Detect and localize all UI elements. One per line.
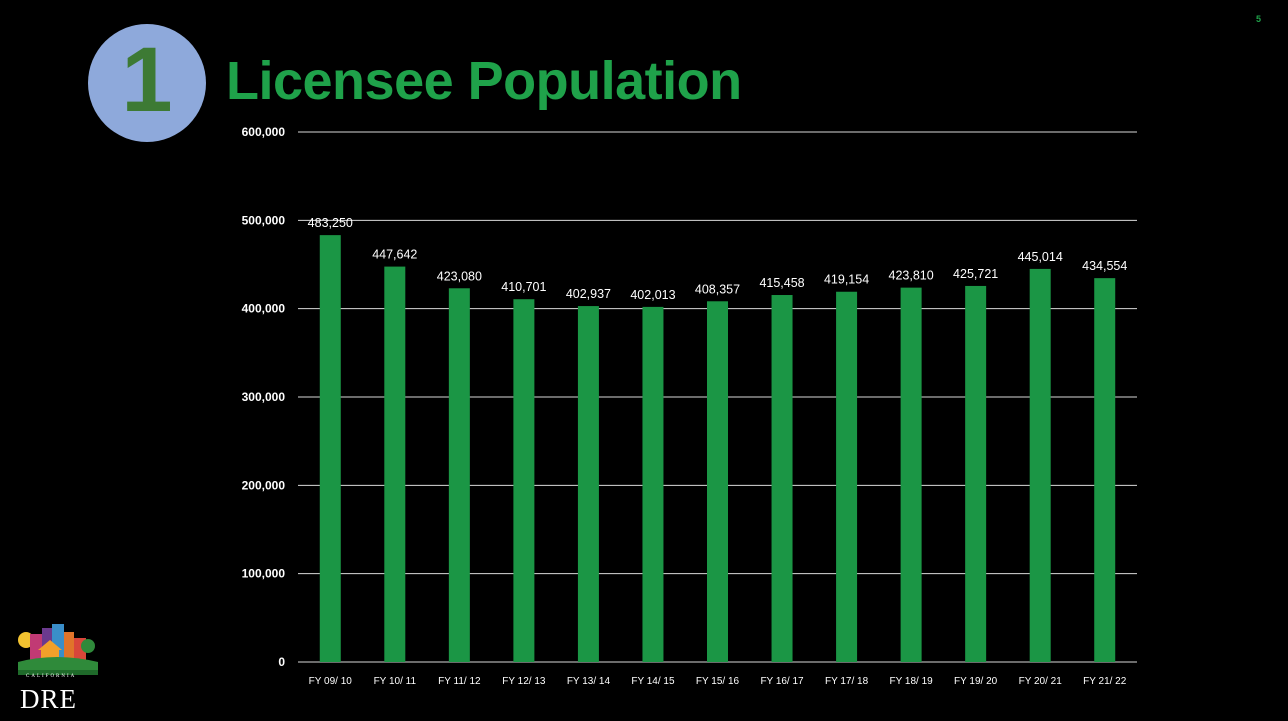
- x-tick-label: FY 14/ 15: [631, 676, 675, 687]
- data-label: 447,642: [372, 248, 417, 262]
- x-tick-label: FY 16/ 17: [760, 676, 804, 687]
- y-tick-label: 400,000: [242, 302, 286, 316]
- data-label: 415,458: [759, 276, 804, 290]
- bar: [642, 306, 664, 662]
- bar: [577, 306, 599, 662]
- y-tick-label: 100,000: [242, 567, 286, 581]
- data-label: 408,357: [695, 282, 740, 296]
- x-tick-label: FY 13/ 14: [567, 676, 611, 687]
- data-label: 423,080: [437, 269, 482, 283]
- section-number: 1: [121, 29, 173, 131]
- data-label: 410,701: [501, 280, 546, 294]
- y-tick-label: 0: [278, 655, 285, 669]
- x-tick-label: FY 17/ 18: [825, 676, 869, 687]
- data-label: 425,721: [953, 267, 998, 281]
- data-label: 402,013: [630, 288, 675, 302]
- bar: [319, 235, 341, 663]
- y-tick-label: 600,000: [242, 125, 286, 139]
- bar: [1094, 278, 1116, 662]
- bar: [900, 287, 922, 662]
- x-tick-label: FY 12/ 13: [502, 676, 546, 687]
- data-label: 419,154: [824, 273, 869, 287]
- dre-logo-icon: [18, 624, 98, 675]
- section-number-badge: 1: [88, 24, 206, 142]
- y-tick-label: 500,000: [242, 213, 286, 227]
- data-label: 483,250: [308, 216, 353, 230]
- bar: [448, 288, 470, 662]
- x-tick-label: FY 15/ 16: [696, 676, 740, 687]
- bar: [707, 301, 728, 662]
- x-tick-label: FY 10/ 11: [374, 676, 417, 687]
- page-number: 5: [1256, 14, 1262, 24]
- x-tick-label: FY 21/ 22: [1083, 676, 1127, 687]
- dre-logo: CALIFORNIA DRE: [16, 616, 100, 716]
- y-tick-label: 300,000: [242, 390, 286, 404]
- y-tick-label: 200,000: [242, 478, 286, 492]
- bar: [965, 285, 987, 662]
- data-label: 423,810: [889, 269, 934, 283]
- data-label: 434,554: [1082, 259, 1127, 273]
- bar: [513, 299, 535, 662]
- x-tick-label: FY 11/ 12: [438, 676, 481, 687]
- bar: [836, 291, 858, 662]
- slide-title: Licensee Population: [226, 51, 742, 111]
- x-tick-label: FY 20/ 21: [1019, 676, 1063, 687]
- x-tick-label: FY 09/ 10: [309, 676, 353, 687]
- logo-subtext: CALIFORNIA: [26, 674, 77, 679]
- data-label: 402,937: [566, 287, 611, 301]
- x-tick-label: FY 19/ 20: [954, 676, 998, 687]
- bar: [1029, 268, 1051, 662]
- bar: [384, 266, 406, 662]
- logo-text: DRE: [20, 684, 77, 714]
- bar: [771, 295, 793, 662]
- data-label: 445,014: [1018, 250, 1063, 264]
- x-tick-label: FY 18/ 19: [890, 676, 934, 687]
